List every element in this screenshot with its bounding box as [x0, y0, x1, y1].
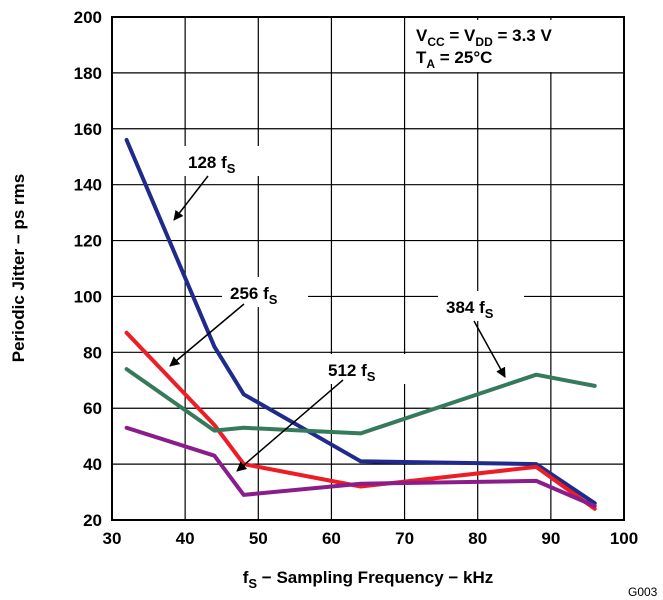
x-tick-label: 70	[395, 529, 414, 548]
series-lines	[124, 138, 597, 511]
label-box-128	[180, 146, 266, 176]
figure-code: G003	[628, 585, 658, 599]
series-line-256	[124, 330, 597, 511]
conditions-line-1: VCC = VDD = 3.3 V	[416, 26, 552, 49]
y-axis-title: Periodic Jitter − ps rms	[9, 174, 28, 363]
y-tick-label: 120	[74, 232, 102, 251]
label-box-256	[222, 277, 308, 307]
x-tick-label: 80	[468, 529, 487, 548]
x-tick-label: 40	[176, 529, 195, 548]
arrow-384	[473, 320, 506, 378]
y-tick-label: 180	[74, 64, 102, 83]
x-tick-label: 90	[541, 529, 560, 548]
series-label-384: 384 fS	[446, 298, 494, 321]
y-tick-label: 40	[83, 455, 102, 474]
x-tick-label: 100	[610, 529, 638, 548]
y-tick-label: 20	[83, 511, 102, 530]
conditions-box	[410, 20, 616, 72]
arrow-512	[236, 379, 344, 472]
y-tick-label: 60	[83, 399, 102, 418]
label-box-512	[320, 354, 406, 384]
series-line-128	[124, 138, 597, 506]
conditions-line-2: TA = 25°C	[416, 48, 492, 71]
series-label-512: 512 fS	[328, 361, 376, 384]
arrow-128	[173, 175, 209, 221]
series-line-512	[124, 425, 597, 508]
y-tick-label: 160	[74, 120, 102, 139]
y-tick-label: 80	[83, 343, 102, 362]
x-axis-title: fS − Sampling Frequency − kHz	[243, 568, 494, 591]
plot-frame	[111, 16, 625, 521]
series-label-128: 128 fS	[188, 153, 236, 176]
arrow-256	[169, 303, 245, 367]
y-tick-label: 140	[74, 176, 102, 195]
label-box-384	[438, 291, 524, 321]
annotations	[169, 20, 616, 472]
x-tick-label: 50	[249, 529, 268, 548]
x-tick-label: 30	[103, 529, 122, 548]
x-tick-label: 60	[322, 529, 341, 548]
y-tick-label: 200	[74, 8, 102, 27]
series-label-256: 256 fS	[230, 284, 278, 307]
y-tick-label: 100	[74, 287, 102, 306]
grid	[111, 16, 625, 521]
y-tick-labels: 20 40 60 80 100 120 140 160 180 200	[74, 8, 102, 530]
series-line-384	[124, 367, 597, 436]
x-tick-labels: 30 40 50 60 70 80 90 100	[103, 529, 639, 548]
